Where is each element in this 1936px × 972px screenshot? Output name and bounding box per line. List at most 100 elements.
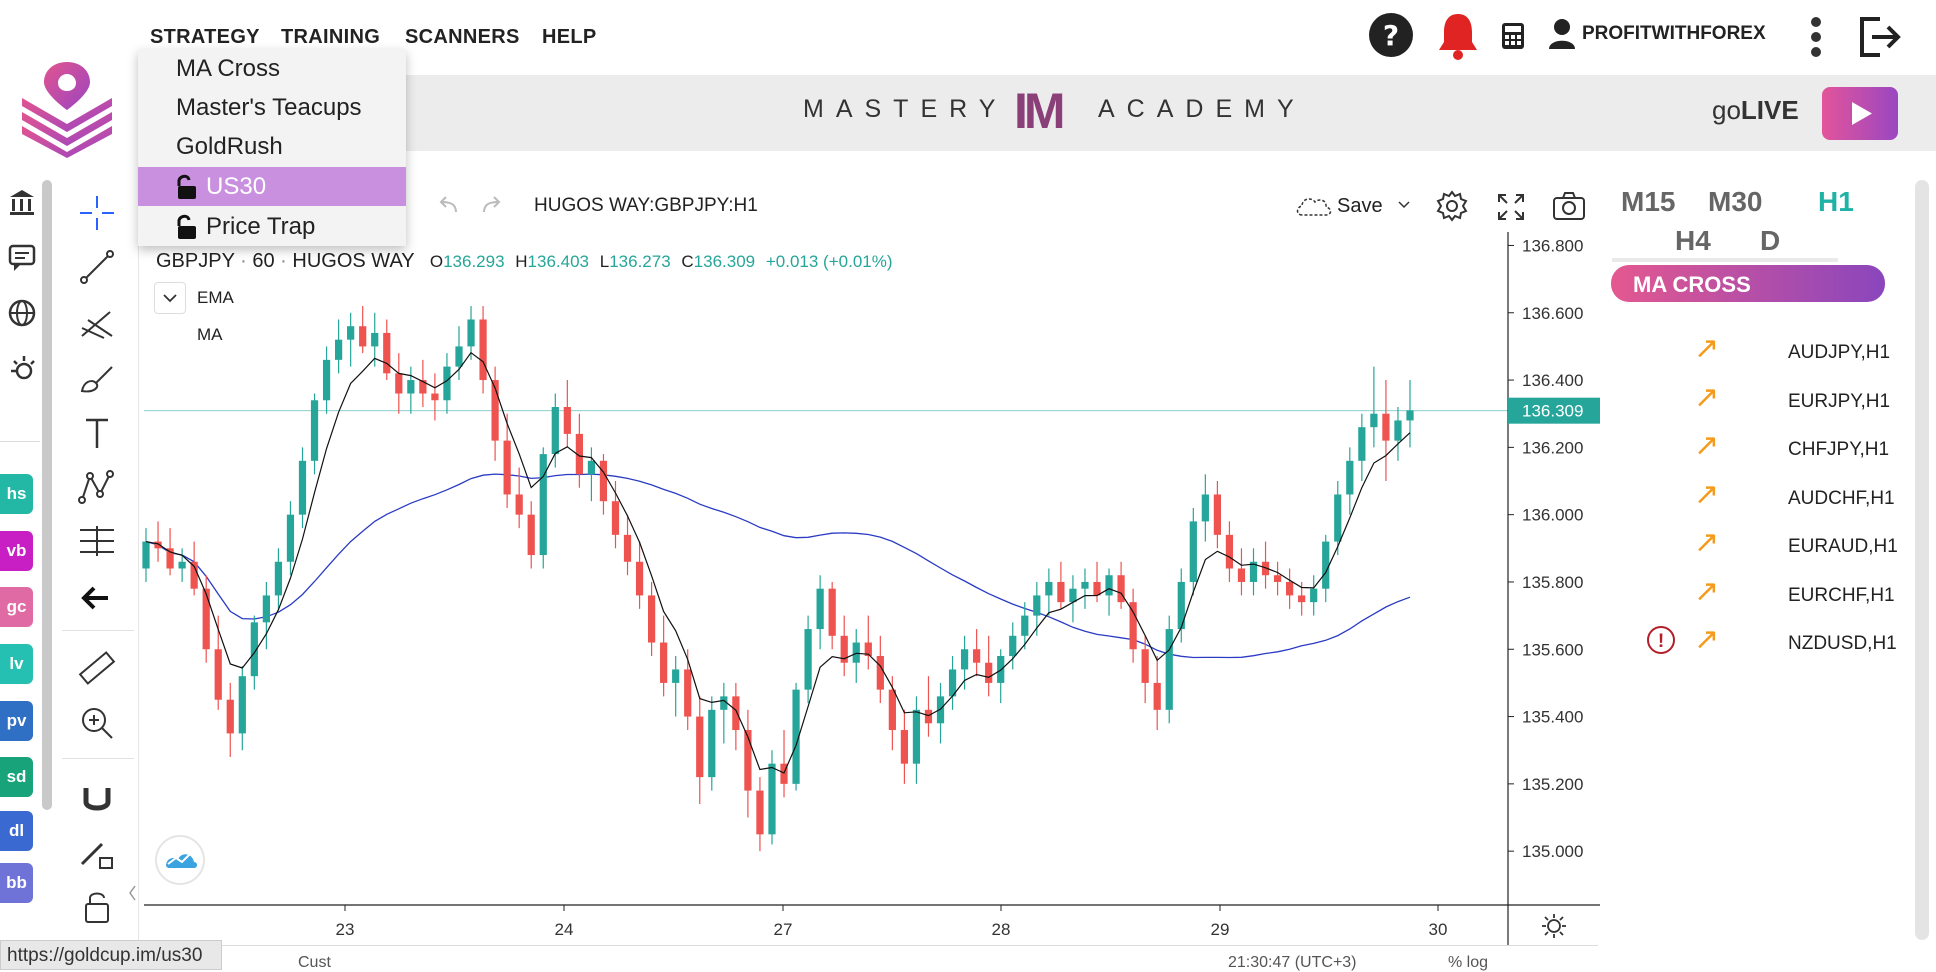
candle-body: [1177, 581, 1185, 630]
golive-play-button[interactable]: [1822, 87, 1898, 140]
text-tool-icon[interactable]: [74, 410, 120, 456]
scanner-pair[interactable]: EURJPY,H1: [1788, 390, 1891, 412]
scanner-pair[interactable]: AUDJPY,H1: [1788, 342, 1891, 363]
dropdown-item-us30[interactable]: US30: [138, 167, 406, 206]
right-scrollbar[interactable]: [1915, 180, 1929, 940]
scanner-pair[interactable]: AUDCHF,H1: [1788, 487, 1895, 509]
candle-body: [214, 649, 222, 700]
legend-close-label: C: [681, 252, 694, 271]
bottom-bar-right[interactable]: % log: [1448, 954, 1489, 971]
ruler-icon[interactable]: [74, 646, 120, 692]
collapse-toolbar-icon[interactable]: [126, 878, 138, 908]
globe-icon[interactable]: [8, 297, 36, 329]
help-icon[interactable]: ?: [1368, 12, 1414, 58]
user-icon[interactable]: [1548, 18, 1576, 50]
app-hs[interactable]: hs: [0, 474, 33, 514]
chart-settings-sun-icon[interactable]: [1540, 912, 1568, 940]
bottom-bar-left[interactable]: Cust: [298, 954, 331, 971]
bell-icon[interactable]: [1436, 10, 1480, 60]
chart-symbol-title[interactable]: HUGOS WAY:GBPJPY:H1: [534, 195, 758, 216]
legend-symbol[interactable]: GBPJPY: [156, 250, 235, 272]
arrow-up-right-icon: ↗: [1694, 332, 1720, 365]
app-vb[interactable]: vb: [0, 531, 33, 571]
side-scrollbar[interactable]: [42, 180, 52, 810]
nav-help[interactable]: HELP: [542, 26, 597, 48]
app-bb[interactable]: bb: [0, 863, 33, 903]
candle-body: [985, 662, 993, 683]
app-sd[interactable]: sd: [0, 757, 33, 797]
candle-body: [1394, 420, 1402, 441]
calculator-icon[interactable]: [1501, 22, 1525, 50]
username-label[interactable]: PROFITWITHFOREX: [1582, 23, 1766, 44]
dropdown-item-ma-cross[interactable]: MA Cross: [176, 55, 281, 82]
dropdown-item-masters-teacups[interactable]: Master's Teacups: [176, 94, 362, 121]
candle-body: [1261, 561, 1270, 576]
lock-icon[interactable]: [74, 884, 120, 930]
app-gc[interactable]: gc: [0, 587, 33, 627]
cloud-icon[interactable]: [1294, 193, 1334, 219]
fullscreen-icon[interactable]: [1496, 192, 1526, 222]
dropdown-item-goldrush[interactable]: GoldRush: [176, 133, 283, 160]
pattern-icon[interactable]: [74, 464, 120, 510]
alert-icon[interactable]: !: [1647, 626, 1675, 654]
indicator-ma[interactable]: MA: [197, 325, 223, 344]
more-vertical-icon[interactable]: [1810, 16, 1822, 58]
nav-scanners[interactable]: SCANNERS: [405, 26, 520, 48]
app-lv[interactable]: lv: [0, 644, 33, 684]
candle-body: [347, 326, 355, 340]
candle-body: [1298, 595, 1306, 603]
timeframe-m15[interactable]: M15: [1621, 186, 1676, 217]
app-dl[interactable]: dl: [0, 811, 33, 851]
unlock-icon: [177, 214, 196, 239]
save-button[interactable]: Save: [1337, 195, 1383, 217]
timeframe-m30[interactable]: M30: [1708, 186, 1763, 217]
candle-body: [804, 629, 812, 690]
scanner-title-pill[interactable]: MA CROSS: [1611, 265, 1885, 302]
candle-body: [298, 460, 307, 515]
nav-training[interactable]: TRAINING: [281, 26, 381, 48]
indicator-ema[interactable]: EMA: [197, 288, 234, 307]
scanner-pair[interactable]: NZDUSD,H1: [1788, 633, 1897, 654]
brush-icon[interactable]: [74, 355, 120, 401]
mastery-academy-logo[interactable]: [18, 58, 116, 158]
redo-icon[interactable]: [478, 194, 504, 218]
pitchfork-icon[interactable]: [74, 300, 120, 346]
undo-icon[interactable]: [436, 194, 462, 218]
y-tick-label: 135.600: [1522, 640, 1583, 659]
timeframe-d[interactable]: D: [1760, 225, 1781, 256]
camera-icon[interactable]: [1552, 190, 1586, 222]
scanner-pair[interactable]: EURCHF,H1: [1788, 584, 1895, 606]
app-pv[interactable]: pv: [0, 701, 33, 741]
chevron-down-icon[interactable]: [1396, 198, 1412, 212]
legend-open-label: O: [429, 252, 444, 271]
y-tick-label: 135.400: [1522, 708, 1583, 727]
sun-icon[interactable]: [8, 353, 36, 385]
timeframe-h1[interactable]: H1: [1818, 186, 1854, 217]
candle-body: [407, 380, 415, 394]
timeframe-h4[interactable]: H4: [1675, 225, 1711, 256]
settings-gear-icon[interactable]: [1436, 190, 1468, 222]
scanner-pair[interactable]: CHFJPY,H1: [1788, 439, 1890, 460]
legend-collapse-button[interactable]: [154, 282, 186, 314]
lock-drawings-icon[interactable]: [74, 830, 120, 876]
zoom-in-icon[interactable]: [74, 700, 120, 746]
logout-icon[interactable]: [1858, 16, 1902, 58]
candle-body: [1310, 588, 1318, 603]
candle-body: [864, 642, 872, 656]
bank-icon[interactable]: [8, 187, 36, 217]
chat-icon[interactable]: [8, 243, 36, 273]
strategy-dropdown-menu: MA Cross Master's Teacups GoldRush US30 …: [138, 49, 406, 246]
back-arrow-icon[interactable]: [74, 575, 120, 621]
magnet-icon[interactable]: [74, 776, 120, 822]
tradingview-logo-icon[interactable]: [154, 834, 206, 886]
scanner-pair[interactable]: EURAUD,H1: [1788, 536, 1898, 557]
crosshair-icon[interactable]: [74, 190, 120, 236]
dropdown-item-price-trap[interactable]: Price Trap: [138, 207, 406, 246]
trend-line-icon[interactable]: [74, 244, 120, 290]
measure-lines-icon[interactable]: [74, 518, 120, 564]
legend-low-label: L: [599, 252, 610, 271]
nav-strategy[interactable]: STRATEGY: [150, 26, 260, 48]
candle-body: [840, 635, 848, 663]
golive-label[interactable]: goLIVE: [1712, 95, 1799, 126]
